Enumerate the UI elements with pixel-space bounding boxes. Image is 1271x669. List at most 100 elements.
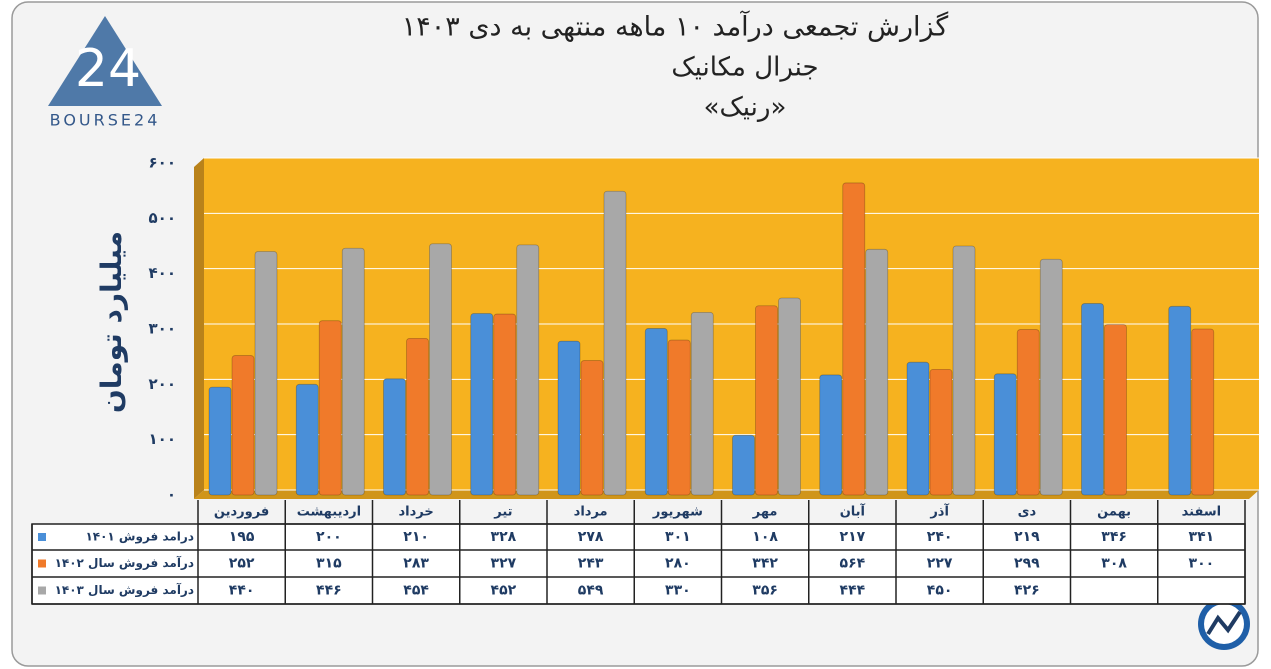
logo-brand: BOURSE24 [50,111,161,130]
x-tick-label: فروردین [214,505,269,520]
logo: 24 BOURSE24 [48,16,162,130]
legend-label: درآمد فروش سال ۱۴۰۲ [55,555,194,571]
legend-label: درآمد فروش سال ۱۴۰۳ [55,582,194,598]
table-bg [31,523,1246,605]
x-tick-label: دی [1018,505,1037,520]
chart-subtitle: جنرال مکانیک [671,53,818,83]
y-tick-label: ۵۰۰ [149,209,176,227]
table-cell: ۲۷۸ [578,529,604,545]
bar [1039,258,1063,496]
y-tick-label: ۰ [167,486,176,504]
table-cell: ۴۴۰ [229,583,255,599]
bar [516,244,540,496]
table-cell: ۲۱۹ [1014,529,1040,545]
bar [644,328,668,496]
x-tick-label: تیر [493,505,512,520]
y-tick-label: ۶۰۰ [149,154,176,172]
x-tick-label: شهریور [652,505,703,520]
legend-key [38,559,46,568]
y-tick-label: ۲۰۰ [149,375,176,393]
x-tick-label: خرداد [398,505,433,520]
bar [993,373,1017,496]
bar [1168,305,1192,496]
bar [1104,324,1127,496]
bar [406,338,429,496]
bar [667,339,691,496]
table-cell: ۲۹۹ [1014,556,1040,572]
bar [690,311,714,496]
table-cell: ۳۰۰ [1189,556,1215,572]
bar [341,247,365,496]
table-cell: ۳۱۵ [316,556,342,572]
table-cell: ۲۸۳ [403,556,429,572]
chart-title: گزارش تجمعی درآمد ۱۰ ماهه منتهی به دی ۱۴… [402,11,949,43]
bar [819,374,843,496]
table-cell: ۳۰۱ [665,529,691,545]
table-cell: ۲۱۰ [403,529,429,545]
logo-mark: 24 [75,39,141,99]
table-cell: ۳۴۱ [1189,529,1215,545]
y-tick-label: ۳۰۰ [149,320,176,338]
table-cell: ۲۸۰ [665,556,691,572]
bar [755,305,778,496]
bar [383,378,406,496]
table-cell: ۳۵۶ [752,583,778,599]
y-tick-label: ۱۰۰ [149,430,176,448]
legend-label: درامد فروش ۱۴۰۱ [85,530,194,545]
table-cell: ۳۲۷ [491,556,517,572]
table-cell: ۲۲۷ [927,556,953,572]
table-cell: ۳۰۸ [1101,556,1127,572]
x-tick-label: مهر [752,505,778,520]
bar [732,434,755,496]
bar [557,340,581,496]
table-cell: ۳۲۸ [491,529,517,545]
table-cell: ۴۴۴ [840,583,866,599]
corner-icon [1198,598,1250,650]
plot-side [194,158,204,499]
bar [231,355,255,496]
table-cell: ۴۵۴ [403,583,429,599]
table-cell: ۳۴۲ [752,556,778,572]
bar [865,248,889,496]
bar [470,313,494,496]
bar [254,251,278,496]
bar [929,368,953,496]
bar [429,243,452,496]
legend-key [38,533,46,541]
bar [1191,328,1215,496]
plot-floor [194,490,1259,499]
table-cell: ۳۳۰ [665,583,691,599]
y-tick-label: ۴۰۰ [149,264,176,282]
bar [295,383,319,496]
table-cell: ۳۴۶ [1101,529,1127,545]
table-cell: ۵۴۹ [578,583,604,599]
table-cell: ۲۴۰ [927,529,953,545]
table-cell: ۴۵۲ [491,583,517,599]
bar [906,361,930,496]
bar [603,190,627,496]
y-axis-label: میلیارد تومان [95,231,128,413]
bar [1016,329,1040,496]
bar [208,386,232,496]
bar [318,320,342,496]
x-tick-label: آبان [840,503,866,520]
x-tick-label: مرداد [574,505,608,520]
bar [778,297,801,496]
table-cell: ۲۴۳ [578,556,604,572]
icon-arrow [1206,610,1242,636]
bar [842,182,866,496]
bar [493,313,517,496]
logo-triangle [48,16,162,106]
bar [952,245,976,496]
table-cell: ۴۴۶ [316,583,342,599]
x-tick-label: اسفند [1182,505,1221,520]
x-tick-label: بهمن [1097,505,1131,520]
table-cell: ۱۰۸ [752,529,778,545]
bar [580,360,604,496]
table-cell: ۵۶۴ [840,556,866,572]
x-tick-label: آذر [929,503,949,520]
table-cell: ۱۹۵ [229,529,255,545]
bar [1081,303,1104,496]
legend-key [38,586,46,595]
